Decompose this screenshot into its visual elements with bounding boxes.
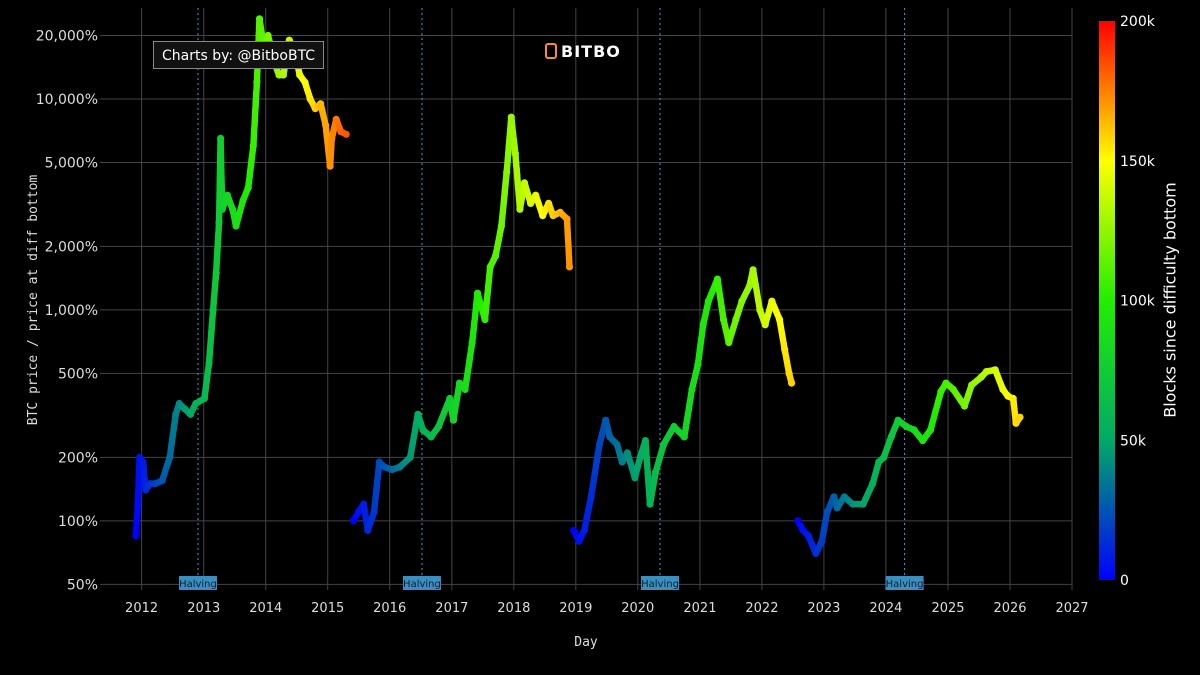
- data-points: [132, 15, 1024, 558]
- y-tick-label: 2,000%: [45, 239, 98, 255]
- y-tick-label: 500%: [58, 366, 98, 382]
- halving-tag: [402, 576, 441, 590]
- x-tick-label: 2014: [249, 601, 282, 616]
- bitbo-logo: BITBO: [545, 40, 621, 62]
- x-tick-label: 2023: [807, 601, 840, 616]
- chart-grid: [100, 8, 1073, 590]
- halving-label: Halving: [641, 579, 679, 590]
- y-axis-label: BTC price / price at diff bottom: [26, 175, 41, 426]
- y-tick-label: 10,000%: [36, 92, 98, 108]
- x-tick-label: 2018: [497, 601, 530, 616]
- colorbar-tick-label: 0: [1120, 573, 1129, 589]
- x-tick-label: 2020: [621, 601, 654, 616]
- y-tick-label: 50%: [67, 577, 98, 593]
- bitbo-logo-icon: [545, 43, 557, 59]
- data-point: [341, 130, 348, 137]
- x-tick-label: 2022: [745, 601, 778, 616]
- x-tick-label: 2024: [869, 601, 902, 616]
- halving-markers: Halving Halving Halving Halving: [178, 8, 924, 590]
- y-tick-label: 20,000%: [36, 28, 98, 44]
- credit-badge: Charts by: @BitboBTC: [153, 41, 325, 69]
- colorbar: [1099, 21, 1115, 580]
- y-axis-ticks: 50% 100% 200% 500% 1,000% 2,000% 5,000% 10,000%…: [36, 28, 98, 593]
- data-point: [566, 261, 573, 269]
- y-tick-label: 100%: [58, 514, 98, 530]
- x-tick-label: 2026: [993, 601, 1026, 616]
- y-tick-label: 200%: [58, 450, 98, 466]
- halving-tag: [885, 576, 924, 590]
- data-point: [787, 377, 795, 385]
- x-tick-label: 2016: [373, 601, 406, 616]
- x-axis-ticks: 2012 2013 2014 2015 2016 2017 2018 2019 2020 2021…: [125, 601, 1088, 616]
- colorbar-ticks: 0 50k 100k 150k 200k: [1120, 14, 1156, 589]
- x-tick-label: 2025: [931, 601, 964, 616]
- x-axis-label: Day: [574, 635, 598, 650]
- colorbar-label: Blocks since difficulty bottom: [1160, 182, 1180, 418]
- colorbar-tick-label: 100k: [1120, 294, 1156, 310]
- x-tick-label: 2012: [125, 601, 158, 616]
- halving-label: Halving: [403, 579, 441, 590]
- y-tick-label: 1,000%: [45, 303, 98, 319]
- data-point: [1015, 415, 1023, 423]
- logo-text: BITBO: [561, 41, 621, 61]
- colorbar-tick-label: 150k: [1120, 154, 1156, 170]
- halving-tag: [641, 576, 680, 590]
- x-tick-label: 2015: [311, 601, 344, 616]
- x-tick-label: 2019: [559, 601, 592, 616]
- halving-label: Halving: [886, 579, 924, 590]
- halving-tag: [178, 576, 217, 590]
- x-tick-label: 2017: [435, 601, 468, 616]
- colorbar-tick-label: 50k: [1120, 433, 1147, 449]
- halving-label: Halving: [179, 579, 217, 590]
- y-tick-label: 5,000%: [45, 155, 98, 171]
- x-tick-label: 2021: [683, 601, 716, 616]
- colorbar-tick-label: 200k: [1120, 14, 1156, 30]
- x-tick-label: 2027: [1055, 601, 1088, 616]
- x-tick-label: 2013: [187, 601, 220, 616]
